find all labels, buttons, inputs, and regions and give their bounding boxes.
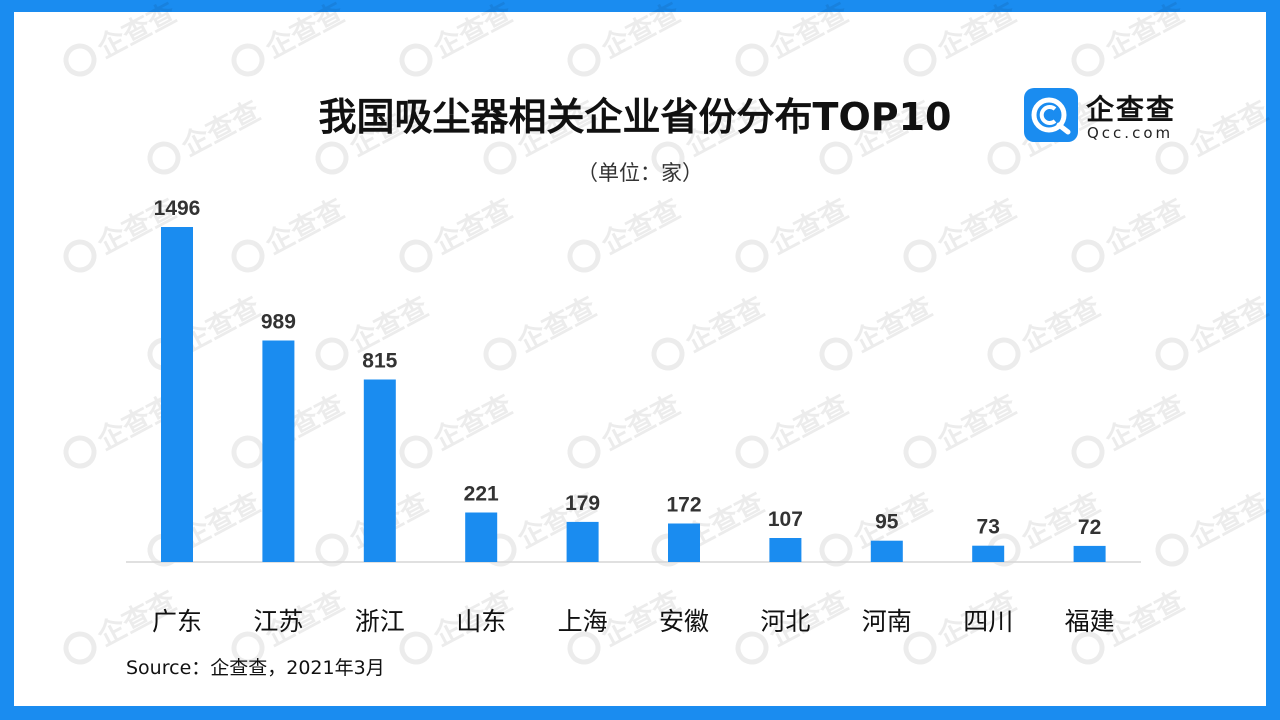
category-label-山东: 山东 [456,607,506,636]
bar-广东 [161,227,193,562]
bar-浙江 [363,379,396,562]
bar-河北 [769,538,802,562]
value-label-河南: 95 [875,511,899,534]
value-label-福建: 72 [1078,516,1101,539]
bar-四川 [972,545,1005,562]
category-label-河南: 河南 [862,607,912,636]
bar-福建 [1073,545,1106,562]
value-label-四川: 73 [977,516,1000,539]
value-label-江苏: 989 [261,311,296,334]
value-label-浙江: 815 [362,350,397,373]
brand-logo: 企查查 Qcc.com [1024,88,1194,146]
chart-unit-subtitle: （单位：家） [577,161,703,185]
category-label-安徽: 安徽 [659,607,709,636]
logo-name: 企查查 [1086,93,1177,126]
bar-上海 [566,521,599,562]
category-label-上海: 上海 [558,607,608,636]
chart-title: 我国吸尘器相关企业省份分布TOP10 [318,95,952,139]
bar-安徽 [668,523,700,562]
category-label-河北: 河北 [760,607,810,636]
value-label-安徽: 172 [666,494,701,517]
value-label-河北: 107 [768,508,803,531]
value-label-广东: 1496 [154,197,201,220]
source-note: Source：企查查，2021年3月 [126,657,385,679]
category-label-福建: 福建 [1065,607,1115,636]
value-label-山东: 221 [464,483,499,506]
category-label-四川: 四川 [963,607,1013,636]
category-label-浙江: 浙江 [355,607,405,636]
category-label-广东: 广东 [152,607,202,636]
value-label-上海: 179 [565,492,600,515]
bar-河南 [870,540,903,562]
bar-山东 [465,512,498,562]
bar-江苏 [262,340,295,562]
qcc-logo-icon [1024,88,1078,142]
logo-domain: Qcc.com [1087,124,1174,142]
category-label-江苏: 江苏 [253,607,303,636]
